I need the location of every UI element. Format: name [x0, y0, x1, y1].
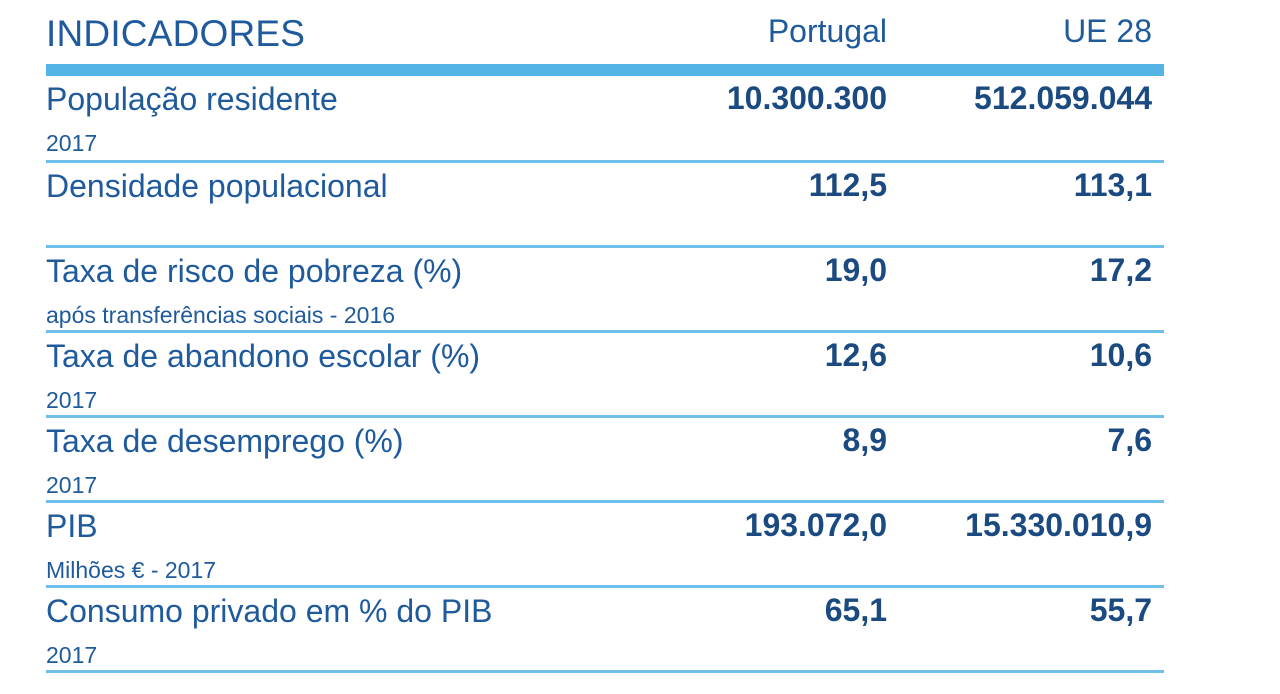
- value-portugal: 10.300.300: [726, 80, 887, 116]
- indicator-note: 2017: [46, 387, 98, 413]
- table-row: Densidade populacional 112,5 113,1: [46, 163, 1164, 248]
- value-eu28: 17,2: [1089, 252, 1152, 288]
- table-row: Taxa de risco de pobreza (%) após transf…: [46, 248, 1164, 333]
- value-eu28: 113,1: [1073, 167, 1152, 203]
- table-row: Taxa de abandono escolar (%) 2017 12,6 1…: [46, 333, 1164, 418]
- indicator-note: 2017: [46, 642, 98, 668]
- value-portugal: 65,1: [824, 592, 887, 628]
- value-eu28: 7,6: [1107, 422, 1152, 458]
- value-portugal: 12,6: [824, 337, 887, 373]
- value-portugal: 112,5: [808, 167, 887, 203]
- indicator-name: Densidade populacional: [46, 168, 388, 204]
- indicator-name: Consumo privado em % do PIB: [46, 593, 493, 629]
- value-portugal: 19,0: [824, 252, 887, 288]
- indicator-note: 2017: [46, 472, 98, 498]
- table-row: PIB Milhões € - 2017 193.072,0 15.330.01…: [46, 503, 1164, 588]
- indicator-note: após transferências sociais - 2016: [46, 302, 396, 328]
- indicator-name: População residente: [46, 81, 338, 117]
- table-row: População residente 2017 10.300.300 512.…: [46, 76, 1164, 163]
- column-header-eu28: UE 28: [1063, 13, 1152, 49]
- value-portugal: 8,9: [842, 422, 887, 458]
- indicator-name: Taxa de risco de pobreza (%): [46, 253, 463, 289]
- header-divider: [46, 64, 1164, 76]
- table-row: Consumo privado em % do PIB 2017 65,1 55…: [46, 588, 1164, 673]
- indicator-name: Taxa de abandono escolar (%): [46, 338, 481, 374]
- column-header-portugal: Portugal: [767, 13, 887, 49]
- indicator-name: PIB: [46, 508, 98, 544]
- table-header: INDICADORES Portugal UE 28: [46, 0, 1164, 64]
- value-eu28: 10,6: [1089, 337, 1152, 373]
- table-title: INDICADORES: [46, 13, 306, 54]
- value-eu28: 512.059.044: [974, 80, 1152, 116]
- indicator-note: 2017: [46, 130, 98, 156]
- indicators-table: INDICADORES Portugal UE 28 População res…: [46, 0, 1164, 673]
- indicator-name: Taxa de desemprego (%): [46, 423, 404, 459]
- indicator-note: Milhões € - 2017: [46, 557, 217, 583]
- value-eu28: 15.330.010,9: [965, 507, 1152, 543]
- value-eu28: 55,7: [1089, 592, 1152, 628]
- value-portugal: 193.072,0: [744, 507, 887, 543]
- table-row: Taxa de desemprego (%) 2017 8,9 7,6: [46, 418, 1164, 503]
